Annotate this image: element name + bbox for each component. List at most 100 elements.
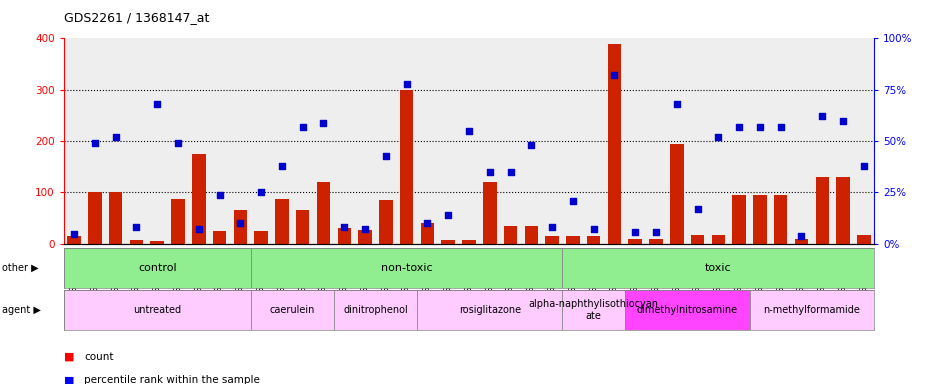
- Bar: [192, 154, 205, 244]
- Point: [523, 142, 538, 148]
- Bar: [732, 195, 745, 244]
- Point: [710, 134, 725, 140]
- Point: [358, 227, 373, 233]
- Bar: [251, 290, 333, 330]
- Point: [315, 119, 330, 126]
- Text: percentile rank within the sample: percentile rank within the sample: [84, 375, 260, 384]
- Text: n-methylformamide: n-methylformamide: [763, 305, 859, 315]
- Text: dimethylnitrosamine: dimethylnitrosamine: [636, 305, 737, 315]
- Point: [129, 224, 144, 230]
- Point: [731, 124, 746, 130]
- Point: [814, 113, 829, 119]
- Bar: [296, 210, 309, 244]
- Point: [87, 140, 102, 146]
- Bar: [358, 230, 372, 244]
- Point: [191, 227, 206, 233]
- Point: [295, 124, 310, 130]
- Bar: [461, 240, 475, 244]
- Bar: [607, 43, 621, 244]
- Text: GDS2261 / 1368147_at: GDS2261 / 1368147_at: [64, 12, 209, 25]
- Bar: [151, 241, 164, 244]
- Point: [544, 224, 559, 230]
- Bar: [504, 226, 517, 244]
- Point: [648, 228, 663, 235]
- Text: dinitrophenol: dinitrophenol: [343, 305, 407, 315]
- Bar: [275, 199, 288, 244]
- Text: ■: ■: [64, 375, 74, 384]
- Bar: [856, 235, 870, 244]
- Bar: [814, 177, 828, 244]
- Point: [254, 189, 269, 195]
- Text: count: count: [84, 352, 113, 362]
- Bar: [400, 90, 413, 244]
- Text: untreated: untreated: [133, 305, 181, 315]
- Text: ■: ■: [64, 352, 74, 362]
- Point: [607, 72, 622, 78]
- Bar: [565, 236, 579, 244]
- Text: caerulein: caerulein: [270, 305, 314, 315]
- Bar: [109, 192, 123, 244]
- Point: [856, 163, 870, 169]
- Point: [150, 101, 165, 107]
- Bar: [88, 192, 101, 244]
- Point: [627, 228, 642, 235]
- Bar: [649, 239, 662, 244]
- Point: [689, 206, 704, 212]
- Text: toxic: toxic: [704, 263, 731, 273]
- Bar: [794, 239, 808, 244]
- Point: [482, 169, 497, 175]
- Bar: [836, 177, 849, 244]
- Bar: [333, 290, 417, 330]
- Bar: [129, 240, 143, 244]
- Point: [399, 81, 414, 87]
- Bar: [773, 195, 786, 244]
- Bar: [171, 199, 184, 244]
- Text: agent ▶: agent ▶: [2, 305, 40, 315]
- Bar: [624, 290, 749, 330]
- Point: [419, 220, 434, 227]
- Bar: [628, 239, 641, 244]
- Bar: [562, 290, 624, 330]
- Bar: [337, 228, 351, 244]
- Bar: [690, 235, 704, 244]
- Point: [564, 198, 579, 204]
- Point: [793, 233, 808, 239]
- Bar: [710, 235, 724, 244]
- Bar: [482, 182, 496, 244]
- Point: [378, 152, 393, 159]
- Bar: [251, 248, 562, 288]
- Bar: [233, 210, 247, 244]
- Bar: [379, 200, 392, 244]
- Text: control: control: [138, 263, 176, 273]
- Bar: [749, 290, 873, 330]
- Bar: [441, 240, 455, 244]
- Bar: [420, 223, 433, 244]
- Point: [461, 128, 475, 134]
- Point: [503, 169, 518, 175]
- Point: [752, 124, 767, 130]
- Point: [66, 230, 81, 237]
- Point: [835, 118, 850, 124]
- Point: [274, 163, 289, 169]
- Point: [108, 134, 123, 140]
- Bar: [417, 290, 562, 330]
- Bar: [524, 226, 537, 244]
- Point: [336, 224, 351, 230]
- Bar: [753, 195, 766, 244]
- Bar: [586, 236, 600, 244]
- Bar: [64, 248, 251, 288]
- Point: [233, 220, 248, 227]
- Text: other ▶: other ▶: [2, 263, 38, 273]
- Point: [668, 101, 683, 107]
- Bar: [64, 290, 251, 330]
- Point: [586, 227, 601, 233]
- Bar: [254, 231, 268, 244]
- Point: [170, 140, 185, 146]
- Bar: [669, 144, 683, 244]
- Bar: [316, 182, 329, 244]
- Bar: [562, 248, 873, 288]
- Point: [772, 124, 787, 130]
- Point: [212, 192, 227, 198]
- Bar: [545, 236, 558, 244]
- Bar: [212, 231, 227, 244]
